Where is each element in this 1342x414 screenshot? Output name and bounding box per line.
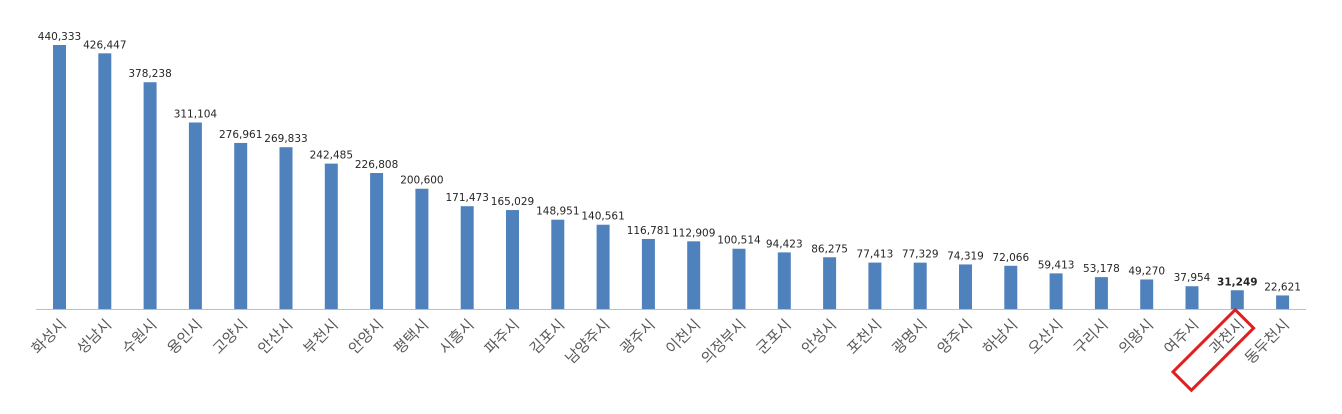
bar-24 <box>1094 277 1108 309</box>
value-label-1: 440,333 <box>38 31 81 43</box>
bar-16 <box>732 248 746 309</box>
highlight-box <box>1170 307 1256 393</box>
category-label-2: 성남시 <box>73 316 115 358</box>
value-label-5: 276,961 <box>219 129 262 141</box>
bar-10 <box>460 206 474 309</box>
value-label-13: 140,561 <box>581 211 624 223</box>
category-label-11: 파주시 <box>481 316 523 358</box>
category-label-8: 안양시 <box>345 316 387 358</box>
value-label-24: 53,178 <box>1083 263 1120 275</box>
category-label-9: 평택시 <box>390 316 432 358</box>
bar-7 <box>324 163 338 309</box>
value-label-22: 72,066 <box>992 252 1029 264</box>
bar-21 <box>959 264 972 309</box>
bar-14 <box>641 238 655 309</box>
category-label-3: 수원시 <box>118 316 160 358</box>
value-label-27: 31,249 <box>1217 276 1258 288</box>
category-label-1: 화성시 <box>28 316 70 358</box>
bar-19 <box>868 262 882 309</box>
bar-26 <box>1185 286 1199 309</box>
category-label-27: 과천시 <box>1206 316 1248 358</box>
bar-5 <box>234 142 248 309</box>
category-label-20: 광명시 <box>889 316 931 358</box>
category-label-4: 용인시 <box>164 316 206 358</box>
category-label-6: 안산시 <box>254 316 296 358</box>
bar-22 <box>1004 265 1018 309</box>
value-label-15: 112,909 <box>672 227 715 239</box>
bar-17 <box>777 252 791 309</box>
value-label-9: 200,600 <box>400 175 443 187</box>
category-label-10: 시흥시 <box>436 316 478 358</box>
bar-3 <box>143 82 157 309</box>
category-labels-group: 화성시 성남시 수원시 용인시 고양시 안산시 부천시 안양시 평택시 시흥시 파주시 김포시남양주시… <box>28 316 1293 368</box>
value-label-14: 116,781 <box>627 225 670 237</box>
category-label-23: 오산시 <box>1024 316 1066 358</box>
bar-23 <box>1049 273 1063 309</box>
bar-13 <box>596 224 610 309</box>
category-label-19: 포천시 <box>843 316 885 358</box>
bars-group <box>53 45 1290 309</box>
value-label-20: 77,329 <box>902 249 939 261</box>
category-label-18: 안성시 <box>798 316 840 358</box>
bar-28 <box>1276 295 1290 309</box>
bar-4 <box>188 122 202 309</box>
value-label-21: 74,319 <box>947 250 984 262</box>
category-label-24: 구리시 <box>1070 316 1112 358</box>
value-label-12: 148,951 <box>536 206 579 218</box>
bar-18 <box>823 257 837 309</box>
value-label-23: 59,413 <box>1038 259 1075 271</box>
category-label-15: 이천시 <box>662 316 704 358</box>
bar-20 <box>913 262 927 309</box>
value-label-16: 100,514 <box>717 235 761 247</box>
bar-2 <box>98 53 112 309</box>
bar-25 <box>1140 279 1154 309</box>
category-label-13: 남양주시 <box>562 316 614 368</box>
category-label-17: 군포시 <box>753 316 795 358</box>
value-label-28: 22,621 <box>1264 281 1301 293</box>
value-label-2: 426,447 <box>83 39 126 51</box>
highlight-box-group <box>1170 307 1256 393</box>
category-label-16: 의정부시 <box>698 316 750 368</box>
bar-12 <box>551 219 565 309</box>
bar-1 <box>53 45 66 309</box>
bar-11 <box>506 210 519 309</box>
value-label-17: 94,423 <box>766 238 803 250</box>
value-label-19: 77,413 <box>857 249 894 261</box>
value-label-18: 86,275 <box>811 243 848 255</box>
category-label-12: 김포시 <box>526 316 568 358</box>
value-label-6: 269,833 <box>264 133 307 145</box>
bar-15 <box>687 241 701 309</box>
bar-6 <box>279 147 293 309</box>
value-label-10: 171,473 <box>445 192 488 204</box>
value-label-8: 226,808 <box>355 159 398 171</box>
category-label-22: 하남시 <box>979 316 1021 358</box>
category-label-14: 광주시 <box>617 316 659 358</box>
value-label-3: 378,238 <box>128 68 171 80</box>
value-label-26: 37,954 <box>1174 272 1211 284</box>
category-label-5: 고양시 <box>209 316 251 358</box>
value-label-7: 242,485 <box>310 150 353 162</box>
category-label-26: 여주시 <box>1160 316 1202 358</box>
category-label-25: 의왕시 <box>1115 316 1157 358</box>
value-label-25: 49,270 <box>1128 265 1165 277</box>
value-label-11: 165,029 <box>491 196 534 208</box>
category-label-21: 양주시 <box>934 316 976 358</box>
bar-8 <box>370 173 384 309</box>
bar-27 <box>1230 290 1244 309</box>
category-label-7: 부천시 <box>300 316 342 358</box>
value-label-4: 311,104 <box>174 108 218 120</box>
bar-9 <box>415 188 429 309</box>
